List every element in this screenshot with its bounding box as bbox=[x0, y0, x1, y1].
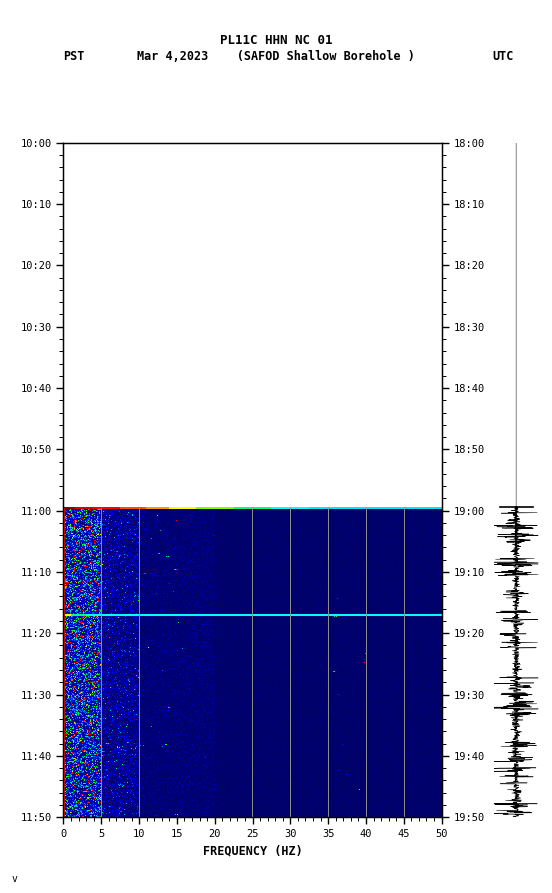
Text: PL11C HHN NC 01: PL11C HHN NC 01 bbox=[220, 34, 332, 46]
Text: Mar 4,2023    (SAFOD Shallow Borehole ): Mar 4,2023 (SAFOD Shallow Borehole ) bbox=[137, 50, 415, 63]
Text: v: v bbox=[11, 874, 17, 884]
X-axis label: FREQUENCY (HZ): FREQUENCY (HZ) bbox=[203, 845, 302, 857]
Text: PST: PST bbox=[63, 50, 85, 63]
Text: ≡: ≡ bbox=[17, 13, 33, 33]
Text: USGS: USGS bbox=[34, 17, 75, 29]
Text: UTC: UTC bbox=[492, 50, 513, 63]
